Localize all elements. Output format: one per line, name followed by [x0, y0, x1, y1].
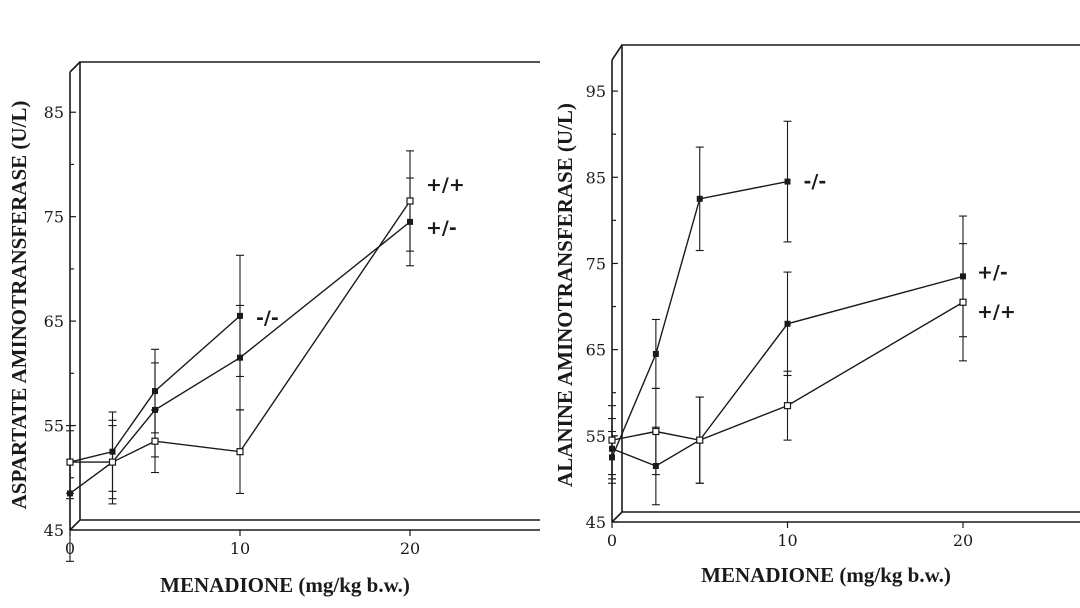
y-tick-label: 85 [586, 168, 606, 187]
x-axis-title: MENADIONE (mg/kg b.w.) [701, 563, 951, 587]
x-tick-label: 0 [607, 531, 617, 550]
data-point-open [959, 298, 967, 306]
data-point [784, 320, 791, 327]
series-line [611, 180, 788, 458]
series-label: +/+ [426, 174, 465, 196]
series-line [69, 315, 241, 463]
data-point-open [66, 458, 74, 466]
data-point-open [608, 436, 616, 444]
series-+/+: +/+ [608, 243, 1016, 484]
y-tick-label: 95 [586, 82, 606, 101]
floor-back-edge [69, 519, 540, 531]
y-tick-label: 65 [586, 341, 606, 360]
x-tick-label: 10 [230, 539, 250, 558]
series-label: -/- [804, 171, 827, 193]
back-wall-edge [79, 61, 540, 520]
y-tick-label: 75 [586, 254, 606, 273]
y-axis-title: ASPARTATE AMINOTRANSFERASE (U/L) [7, 101, 31, 510]
data-point [784, 178, 791, 185]
x-tick-label: 20 [400, 539, 420, 558]
y-tick-label: 55 [44, 417, 64, 436]
data-point-open [406, 197, 414, 205]
data-point-open [652, 427, 660, 436]
top-corner-edge [611, 44, 623, 61]
data-point-open [696, 436, 704, 444]
data-point-open [236, 448, 244, 456]
y-tick-label: 45 [44, 521, 64, 540]
series-+/-: +/- [608, 215, 1008, 506]
series-+/-: +/- [66, 177, 457, 562]
y-tick-label: 45 [586, 513, 606, 532]
y-tick-label: 55 [586, 427, 606, 446]
y-axis-title: ALANINE AMINOTRANSFERASE (U/L) [553, 103, 577, 487]
data-point [237, 354, 243, 361]
y-tick-label: 85 [44, 103, 64, 122]
series-label: +/- [426, 217, 457, 239]
x-tick-label: 10 [777, 531, 797, 550]
data-point-open [783, 402, 792, 410]
data-point [652, 350, 659, 357]
top-corner-edge [69, 61, 81, 73]
x-axis-title: MENADIONE (mg/kg b.w.) [160, 573, 410, 597]
y-tick-label: 65 [44, 312, 64, 331]
data-point-open [108, 458, 117, 466]
series--/-: -/- [608, 120, 827, 484]
x-tick-label: 20 [953, 531, 973, 550]
data-point-open [151, 437, 159, 445]
series-label: -/- [256, 307, 279, 329]
data-point [696, 195, 703, 202]
back-wall-edge [621, 44, 1080, 512]
series-label: +/+ [977, 301, 1016, 323]
floor-back-edge [611, 511, 1080, 523]
y-tick-label: 75 [44, 208, 64, 227]
series-+/+: +/+ [66, 150, 465, 500]
series-label: +/- [977, 261, 1008, 283]
